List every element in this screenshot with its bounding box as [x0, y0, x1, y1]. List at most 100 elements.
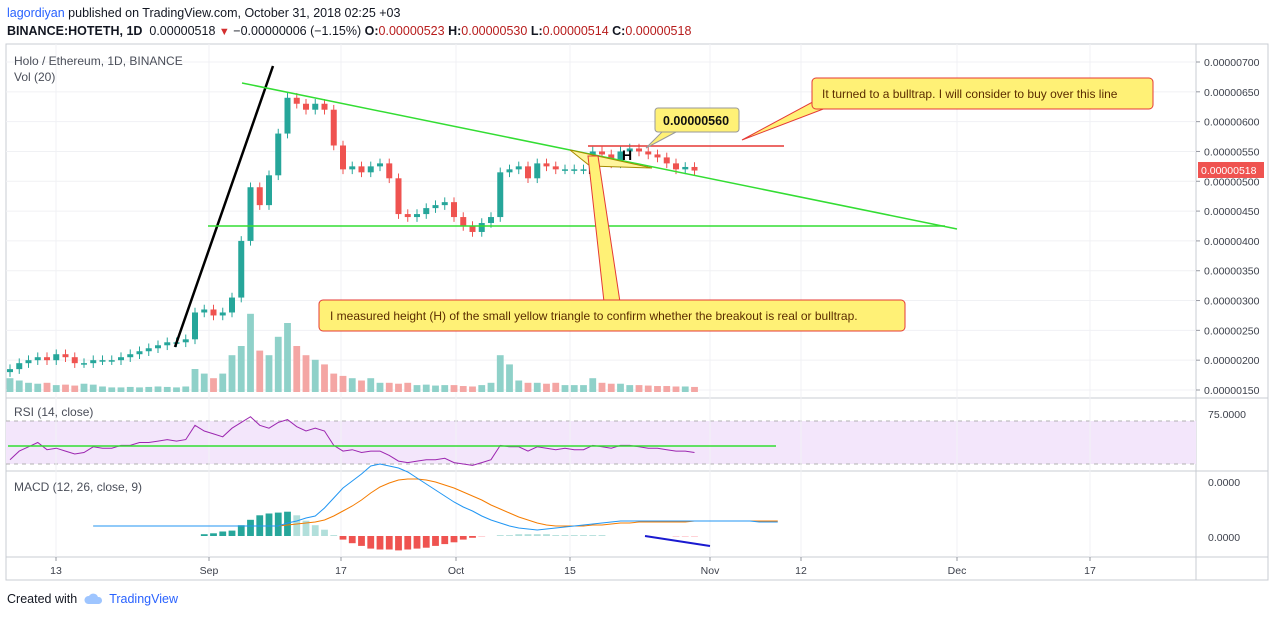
candle-body	[377, 163, 383, 167]
candle-body	[118, 357, 124, 361]
macd-signal-line	[93, 478, 778, 527]
time-tick-label: 13	[50, 565, 62, 577]
volume-legend: Vol (20)	[14, 70, 55, 84]
volume-bar	[99, 386, 106, 392]
candle-body	[423, 208, 430, 215]
macd-axis-label-top: 0.0000	[1208, 477, 1240, 489]
candle-body	[525, 166, 531, 179]
macd-hist-bar	[570, 535, 578, 536]
volume-bar	[598, 382, 606, 392]
candle-body	[349, 166, 356, 170]
volume-bar	[663, 386, 671, 392]
time-tick-label: Nov	[701, 565, 720, 577]
candle-body	[81, 363, 87, 365]
macd-hist-bar	[506, 535, 513, 536]
candle-body	[673, 163, 679, 170]
volume-bar	[487, 382, 495, 392]
volume-bar	[6, 378, 14, 392]
footer: Created with TradingView	[7, 592, 178, 606]
macd-hist-bar	[589, 535, 597, 536]
candle-body	[469, 226, 476, 232]
candle-body	[358, 166, 365, 173]
volume-bar	[173, 387, 180, 392]
price-tick-label: 0.00000500	[1204, 176, 1260, 188]
volume-bar	[413, 385, 421, 392]
tradingview-link[interactable]: TradingView	[83, 592, 178, 606]
macd-hist-bar	[459, 536, 467, 540]
candle-body	[645, 151, 652, 155]
volume-bar	[533, 382, 541, 392]
volume-bar	[15, 380, 23, 392]
macd-hist-bar	[247, 519, 254, 536]
volume-bar	[681, 386, 689, 392]
volume-bar	[126, 386, 134, 392]
candle-body	[247, 187, 254, 241]
volume-bar	[52, 385, 60, 392]
candle-body	[395, 178, 402, 215]
callout-top-right[interactable]	[811, 77, 1154, 110]
volume-bar	[311, 359, 319, 392]
candle-body	[571, 169, 578, 171]
candle-body	[691, 166, 698, 171]
volume-bar	[71, 385, 79, 392]
last-price: 0.00000518	[149, 24, 216, 38]
volume-bar	[496, 355, 504, 392]
author-link[interactable]: lagordiyan	[7, 6, 65, 20]
volume-bar	[210, 378, 217, 392]
candle-body	[386, 163, 393, 179]
macd-hist-bar	[395, 536, 402, 551]
volume-bars	[6, 313, 698, 392]
macd-hist-bar	[404, 536, 412, 550]
macd-line	[93, 463, 778, 531]
macd-divergence-line[interactable]	[644, 535, 711, 547]
macd-hist-bar	[339, 536, 347, 540]
price-change: −0.00000006 (−1.15%)	[233, 24, 362, 38]
candle-body	[127, 354, 134, 358]
volume-bar	[34, 383, 42, 392]
volume-bar	[80, 383, 88, 392]
macd-hist-bar	[515, 534, 523, 536]
candle-body	[506, 169, 513, 173]
candle-body	[404, 214, 411, 218]
volume-bar	[432, 385, 439, 392]
tradingview-brand: TradingView	[109, 592, 178, 606]
volume-bar	[237, 346, 245, 392]
volume-bar	[672, 386, 680, 392]
candle-body	[25, 360, 32, 364]
macd-hist-bar	[274, 512, 282, 536]
volume-bar	[339, 375, 347, 392]
candle-body	[53, 354, 60, 361]
volume-bar	[163, 386, 171, 392]
candle-body	[617, 151, 624, 164]
volume-bar	[617, 383, 624, 392]
volume-bar	[644, 385, 652, 392]
callout-bottom[interactable]	[318, 299, 906, 332]
volume-bar	[589, 378, 597, 392]
time-tick-label: 15	[564, 565, 576, 577]
macd-hist-bar	[681, 536, 689, 537]
published-text: published on TradingView.com, October 31…	[68, 6, 401, 20]
candle-body	[552, 166, 559, 170]
candle-body	[626, 148, 633, 152]
publish-header: lagordiyan published on TradingView.com,…	[7, 4, 400, 23]
candle-body	[441, 202, 448, 206]
time-axis: 13 Sep 17 Oct 15 Nov 12 Dec 17	[50, 557, 1096, 577]
impulse-trendline[interactable]	[173, 65, 275, 348]
volume-bar	[626, 385, 634, 392]
macd-hist-bar	[561, 535, 569, 536]
volume-bar	[62, 384, 69, 392]
volume-bar	[552, 382, 560, 392]
macd-hist-bar	[311, 525, 319, 536]
volume-bar	[330, 373, 338, 392]
price-flag[interactable]	[654, 107, 740, 133]
macd-hist-bar	[450, 536, 458, 543]
volume-bar	[441, 385, 449, 392]
h-marker-2: H	[622, 147, 632, 163]
candle-body	[16, 363, 23, 370]
volume-bar	[43, 382, 51, 392]
candle-body	[99, 360, 106, 362]
macd-hist-bar	[478, 536, 486, 537]
candle-body	[330, 109, 337, 146]
candle-body	[682, 166, 689, 170]
